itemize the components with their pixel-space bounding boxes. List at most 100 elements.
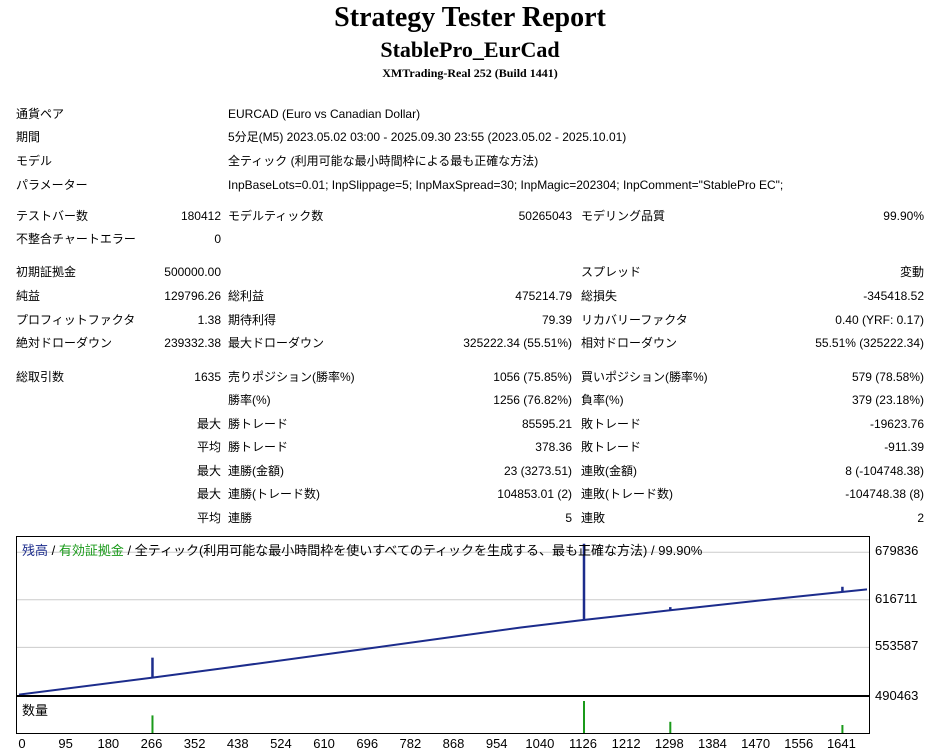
legend-sep: /: [48, 543, 59, 558]
balance-line: [18, 588, 868, 695]
y-tick-label: 616711: [875, 590, 918, 606]
volume-plot: [151, 701, 844, 733]
avg-consec-prefix: 平均: [196, 511, 221, 525]
x-tick-label: 1126: [569, 736, 597, 751]
mismatch-value: 0: [214, 232, 221, 246]
max-consec-trades-prefix: 最大: [196, 487, 221, 501]
rel-dd-label: 相対ドローダウン: [581, 336, 678, 350]
params-value: InpBaseLots=0.01; InpSlippage=5; InpMaxS…: [228, 178, 784, 192]
x-tick-label: 1556: [784, 736, 814, 751]
x-tick-label: 352: [183, 736, 206, 751]
legend-description: 全ティック(利用可能な最小時間枠を使いすべてのティックを生成する、最も正確な方法…: [134, 543, 703, 558]
total-trades-label: 総取引数: [16, 370, 65, 384]
profit-factor-value: 1.38: [197, 313, 221, 327]
recovery-factor-value: 0.40 (YRF: 0.17): [835, 313, 924, 327]
max-consec-wins-amt-value: 23 (3273.51): [503, 464, 572, 478]
volume-bar: [669, 721, 672, 733]
largest-prefix: 最大: [196, 417, 221, 431]
max-consec-amt-prefix: 最大: [196, 464, 221, 478]
win-rate-value: 1256 (76.82%): [493, 393, 572, 407]
x-tick-label: 1384: [697, 736, 727, 751]
ticks-value: 50265043: [518, 209, 572, 223]
ticks-label: モデルティック数: [228, 209, 324, 223]
balance-equity-chart: 残高 / 有効証拠金 / 全ティック(利用可能な最小時間枠を使いすべてのティック…: [16, 536, 870, 696]
symbol-label: 通貨ペア: [16, 107, 65, 121]
win-rate-label: 勝率(%): [228, 393, 271, 407]
avg-loss-value: -911.39: [884, 440, 924, 454]
max-dd-label: 最大ドローダウン: [228, 336, 325, 350]
max-consec-wins-trades-label: 連勝(トレード数): [228, 487, 320, 501]
volume-label: 数量: [22, 703, 49, 718]
bars-value: 180412: [180, 209, 221, 223]
x-tick-label: 266: [140, 736, 163, 751]
largest-loss-value: -19623.76: [869, 417, 924, 431]
x-tick-label: 868: [442, 736, 465, 751]
avg-consec-wins-label: 連勝: [228, 511, 253, 525]
avg-win-value: 378.36: [535, 440, 572, 454]
max-dd-value: 325222.34 (55.51%): [463, 336, 572, 350]
x-tick-label: 438: [226, 736, 249, 751]
x-tick-label: 1040: [525, 736, 555, 751]
max-consec-losses-amt-label: 連敗(金額): [581, 464, 637, 478]
max-consec-wins-amt-label: 連勝(金額): [228, 464, 284, 478]
gross-loss-label: 総損失: [581, 289, 618, 303]
x-tick-label: 524: [270, 736, 292, 751]
x-tick-label: 0: [18, 736, 26, 751]
avg-consec-losses-label: 連敗: [581, 511, 606, 525]
x-tick-label: 1298: [654, 736, 684, 751]
largest-loss-label: 敗トレード: [581, 417, 642, 431]
x-tick-label: 954: [485, 736, 508, 751]
legend-balance: 残高: [22, 543, 49, 558]
net-profit-label: 純益: [16, 289, 41, 303]
x-tick-label: 1641: [826, 736, 856, 751]
profit-factor-label: プロフィットファクタ: [16, 313, 136, 327]
volume-bar: [151, 715, 154, 733]
x-tick-label: 782: [399, 736, 422, 751]
loss-rate-label: 負率(%): [581, 393, 624, 407]
y-tick-label: 490463: [875, 688, 919, 703]
expected-payoff-label: 期待利得: [228, 313, 277, 327]
gross-profit-label: 総利益: [228, 289, 265, 303]
y-tick-label: 553587: [875, 638, 919, 654]
long-positions-label: 買いポジション(勝率%): [581, 370, 708, 384]
x-tick-label: 180: [97, 736, 120, 751]
deposit-label: 初期証拠金: [16, 265, 77, 279]
largest-win-label: 勝トレード: [228, 417, 289, 431]
avg-win-label: 勝トレード: [228, 440, 289, 454]
abs-dd-label: 絶対ドローダウン: [16, 336, 113, 350]
x-tick-label: 1470: [741, 736, 771, 751]
rel-dd-value: 55.51% (325222.34): [815, 336, 924, 350]
model-label: モデル: [16, 154, 53, 168]
quality-label: モデリング品質: [581, 209, 666, 223]
max-consec-wins-trades-value: 104853.01 (2): [497, 487, 572, 501]
x-tick-label: 696: [356, 736, 379, 751]
volume-chart: 数量: [16, 696, 870, 734]
total-trades-value: 1635: [194, 370, 221, 384]
avg-loss-label: 敗トレード: [581, 440, 642, 454]
net-profit-value: 129796.26: [164, 289, 221, 303]
loss-rate-value: 379 (23.18%): [851, 393, 924, 407]
report-title: Strategy Tester Report: [334, 2, 606, 33]
server-build: XMTrading-Real 252 (Build 1441): [382, 66, 558, 80]
expected-payoff-value: 79.39: [541, 313, 572, 327]
quality-value: 99.90%: [883, 209, 924, 223]
max-consec-losses-trades-label: 連敗(トレード数): [581, 487, 673, 501]
params-label: パラメーター: [16, 178, 88, 192]
spread-label: スプレッド: [581, 265, 642, 279]
chart-legend: 残高 / 有効証拠金 / 全ティック(利用可能な最小時間枠を使いすべてのティック…: [22, 540, 702, 559]
x-tick-label: 1212: [611, 736, 641, 751]
chart-plot: [17, 543, 869, 695]
y-tick-label: 679836: [875, 543, 919, 559]
max-consec-losses-amt-value: 8 (-104748.38): [845, 464, 924, 478]
short-positions-value: 1056 (75.85%): [493, 370, 572, 384]
deposit-value: 500000.00: [164, 265, 221, 279]
gross-loss-value: -345418.52: [863, 289, 924, 303]
x-tick-label: 95: [58, 736, 73, 751]
recovery-factor-label: リカバリーファクタ: [581, 313, 688, 327]
period-value: 5分足(M5) 2023.05.02 03:00 - 2025.09.30 23…: [228, 130, 627, 144]
legend-sep: /: [123, 543, 135, 558]
long-positions-value: 579 (78.58%): [851, 370, 924, 384]
symbol-value: EURCAD (Euro vs Canadian Dollar): [228, 107, 421, 121]
short-positions-label: 売りポジション(勝率%): [228, 370, 355, 384]
avg-consec-losses-value: 2: [917, 511, 924, 525]
